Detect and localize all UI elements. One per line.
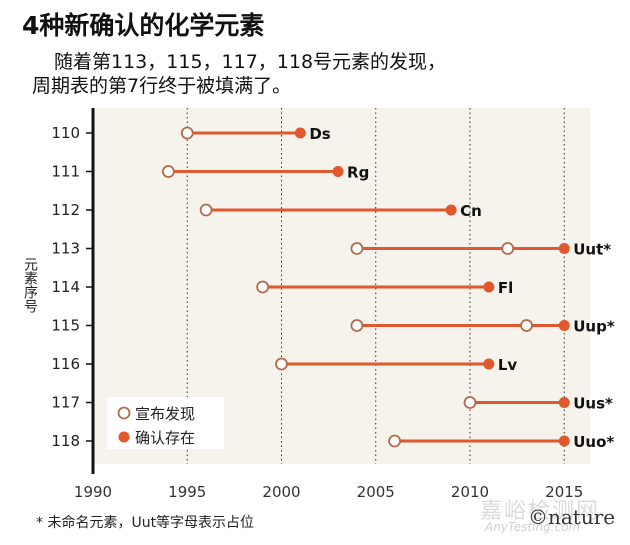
legend-announced-marker: [117, 406, 131, 420]
announced-point-110: [180, 126, 194, 140]
y-tick-label: 111: [51, 163, 80, 181]
y-tick-label: 116: [51, 355, 80, 373]
announced-point-116: [275, 357, 288, 371]
x-tick-label: 2015: [545, 483, 583, 501]
announced-point-114: [256, 280, 270, 294]
announced-point-115: [350, 319, 364, 332]
element-label-113: Uut*: [573, 241, 611, 259]
legend-announced-label: 宣布发现: [135, 405, 195, 423]
confirmed-point-115: [558, 320, 570, 331]
chart-title: 4种新确认的化学元素: [22, 11, 265, 40]
y-tick-label: 113: [51, 240, 80, 258]
element-label-112: Cn: [460, 202, 482, 220]
y-tick-label: 115: [51, 317, 80, 335]
legend-confirmed-label: 确认存在: [135, 429, 195, 447]
confirmed-point-111: [332, 166, 344, 177]
element-label-116: Lv: [498, 356, 518, 374]
announced-point-113: [350, 242, 364, 255]
element-label-110: Ds: [309, 125, 330, 143]
watermark: 嘉峪检测网: [480, 499, 601, 524]
y-tick-label: 117: [51, 394, 80, 412]
subtitle-line-1: 随着第113，115，117，118号元素的发现，: [54, 51, 447, 73]
x-tick-label: 2000: [262, 483, 300, 501]
confirmed-point-118: [558, 435, 570, 447]
y-tick-label: 112: [51, 201, 80, 219]
footnote: * 未命名元素，Uut等字母表示占位: [36, 515, 255, 531]
x-tick-label: 1990: [74, 483, 112, 501]
watermark-sub: AnyTesting.com: [485, 520, 581, 534]
y-tick-label: 110: [51, 124, 80, 142]
y-tick-label: 114: [51, 278, 80, 296]
legend-confirmed-marker: [118, 431, 130, 443]
element-label-114: Fl: [498, 279, 513, 297]
confirmed-point-117: [558, 397, 570, 408]
subtitle-line-2: 周期表的第7行终于被填满了。: [32, 75, 292, 97]
element-label-118: Uuo*: [573, 433, 614, 451]
confirmed-point-116: [483, 358, 495, 370]
element-label-115: Uup*: [573, 318, 615, 336]
confirmed-point-110: [294, 127, 306, 139]
announced-point-118: [388, 434, 402, 448]
announced-point-117: [463, 396, 477, 409]
element-label-117: Uus*: [573, 395, 613, 413]
y-tick-label: 118: [51, 432, 80, 450]
y-axis-label: 元素序号: [22, 257, 38, 313]
confirmed-point-113: [558, 243, 570, 254]
confirmed-point-114: [483, 281, 495, 293]
element-label-111: Rg: [347, 164, 369, 182]
announced-point-113: [501, 242, 515, 255]
confirmed-point-112: [445, 204, 457, 216]
chart-subtitle: 随着第113，115，117，118号元素的发现， 周期表的第7行终于被填满了。: [32, 50, 592, 98]
x-tick-label: 2005: [357, 483, 395, 501]
x-tick-label: 2010: [451, 483, 489, 501]
credit: ©nature: [528, 505, 616, 529]
x-tick-label: 1995: [168, 483, 206, 501]
announced-point-111: [161, 165, 175, 178]
announced-point-112: [199, 203, 213, 217]
announced-point-115: [520, 319, 533, 332]
